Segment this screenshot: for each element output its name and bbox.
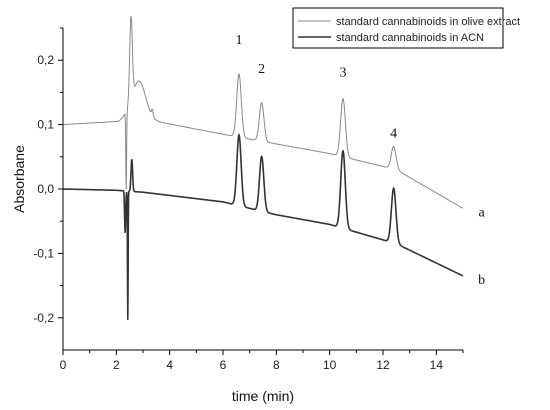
series-line-a: [62, 16, 464, 209]
legend: standard cannabinoids in olive extract st…: [292, 7, 520, 49]
series-line-b: [62, 133, 464, 320]
annotations: 12 3 4 a b: [236, 33, 486, 288]
y-axis-title: Absorbane: [11, 145, 27, 213]
legend-box: [292, 7, 504, 49]
x-axis-title: time (min): [232, 388, 294, 404]
x-tick-label: 2: [113, 358, 120, 372]
x-tick-label: 0: [60, 358, 67, 372]
peak-label: 2: [258, 62, 265, 77]
curve-label: b: [478, 273, 485, 288]
legend-label: standard cannabinoids in olive extract: [336, 16, 520, 28]
y-tick-label: -0,1: [33, 246, 54, 260]
curve-label: a: [479, 206, 486, 221]
y-tick-label: -0,2: [33, 311, 54, 325]
y-tick-label: 0,0: [37, 182, 54, 196]
x-tick-label: 8: [273, 358, 280, 372]
peak-label: 4: [390, 126, 397, 141]
y-tick-label: 0,1: [37, 118, 54, 132]
x-tick-label: 14: [430, 358, 444, 372]
x-tick-label: 10: [323, 358, 337, 372]
legend-label: standard cannabinoids in ACN: [336, 32, 484, 44]
series-layer: [62, 16, 464, 320]
x-tick-label: 6: [220, 358, 227, 372]
x-tick-label: 4: [166, 358, 173, 372]
peak-label: 3: [340, 65, 347, 80]
x-tick-label: 12: [376, 358, 390, 372]
peak-label: 1: [236, 33, 243, 48]
y-tick-label: 0,2: [37, 53, 54, 67]
